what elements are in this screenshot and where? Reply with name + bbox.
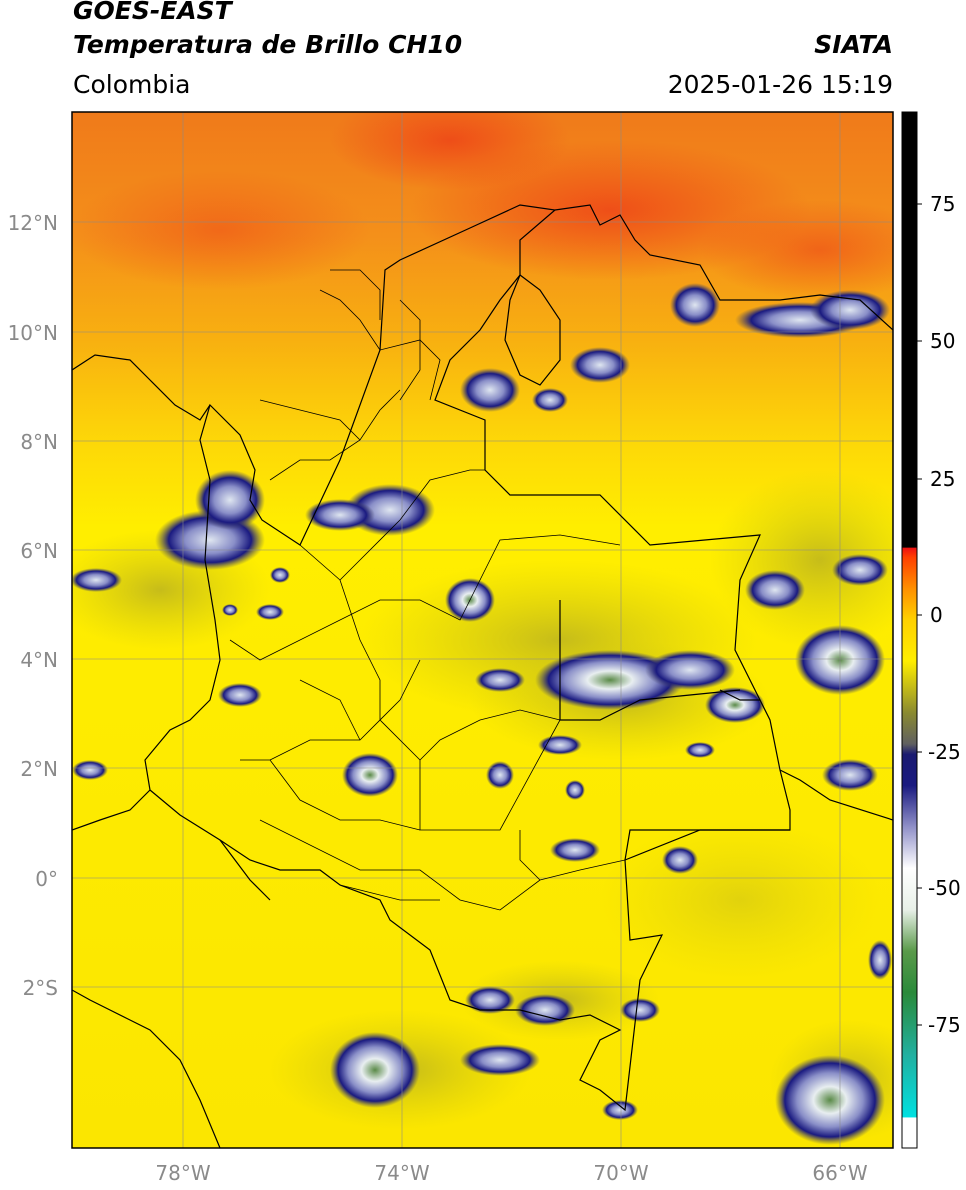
colorbar-tick: 0	[930, 603, 943, 627]
colorbar-tick: 25	[930, 467, 955, 491]
source-label: SIATA	[814, 30, 893, 59]
lat-label: 4°N	[20, 648, 58, 672]
colorbar-tick: -75	[928, 1013, 961, 1037]
lon-label: 78°W	[155, 1161, 210, 1185]
colorbar-gradient	[901, 111, 918, 1149]
lon-label: 70°W	[593, 1161, 648, 1185]
lat-label: 6°N	[20, 539, 58, 563]
colorbar-tick: 50	[930, 329, 955, 353]
graticule	[72, 112, 893, 1148]
lat-label: 8°N	[20, 430, 58, 454]
lat-label: 2°S	[23, 976, 58, 1000]
latitude-axis: 12°N 10°N 8°N 6°N 4°N 2°N 0° 2°S	[8, 211, 58, 1000]
lat-label: 2°N	[20, 757, 58, 781]
datetime-label: 2025-01-26 15:19	[667, 70, 893, 99]
map-frame	[71, 111, 894, 1149]
country-boundaries	[72, 204, 893, 1148]
lat-label: 10°N	[8, 321, 58, 345]
lat-label: 12°N	[8, 211, 58, 235]
colorbar-tick: 75	[930, 192, 955, 216]
colorbar-tick: -25	[928, 740, 961, 764]
longitude-axis: 78°W 74°W 70°W 66°W	[155, 1161, 867, 1185]
region-label: Colombia	[73, 70, 191, 99]
lat-label: 0°	[35, 867, 58, 891]
colorbar: 75 50 25 0 -25 -50 -75	[901, 111, 961, 1149]
lon-label: 66°W	[812, 1161, 867, 1185]
lon-label: 74°W	[374, 1161, 429, 1185]
colorbar-tick: -50	[928, 876, 961, 900]
product-title: Temperatura de Brillo CH10	[73, 30, 463, 59]
brightness-temperature-raster	[72, 112, 893, 1148]
satellite-title: GOES-EAST	[73, 0, 232, 25]
department-boundaries	[229, 269, 626, 911]
